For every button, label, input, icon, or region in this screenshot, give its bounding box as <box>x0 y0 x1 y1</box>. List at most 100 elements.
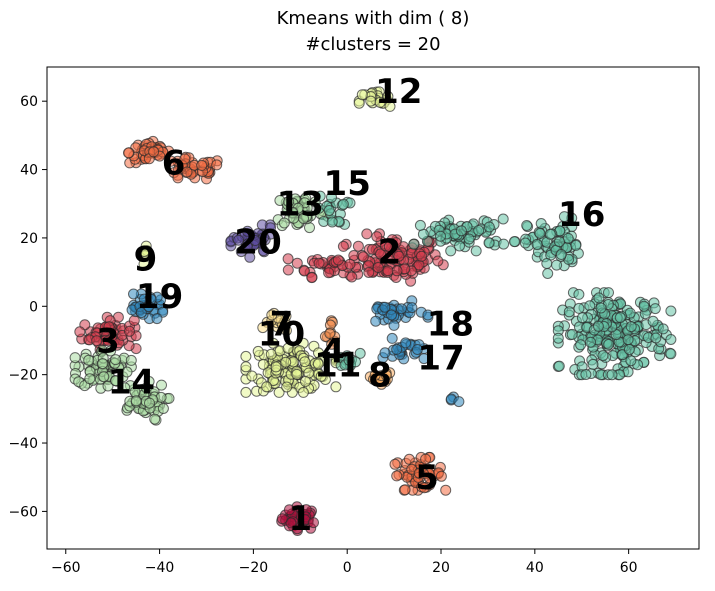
data-point-cluster-16 <box>544 228 556 240</box>
data-point-cluster-16 <box>454 240 465 252</box>
data-point-cluster-7 <box>266 309 278 321</box>
data-point-cluster-2 <box>382 265 394 277</box>
data-point-cluster-18 <box>386 309 397 321</box>
data-point-cluster-13 <box>288 212 300 224</box>
data-point-cluster-16 <box>603 338 615 350</box>
data-point-cluster-2 <box>323 267 335 279</box>
data-point-cluster-16 <box>657 323 669 335</box>
data-point-cluster-2 <box>291 257 303 269</box>
data-point-cluster-16 <box>498 238 510 250</box>
data-point-cluster-3 <box>74 326 86 338</box>
data-point-cluster-13 <box>283 196 295 208</box>
cluster-label-12: 12 <box>375 72 422 112</box>
data-point-cluster-16 <box>531 238 543 250</box>
x-tick-label: 0 <box>343 560 352 576</box>
data-point-cluster-16 <box>483 221 495 233</box>
data-point-cluster-12 <box>356 89 368 101</box>
data-point-cluster-16 <box>614 312 626 323</box>
data-point-cluster-10 <box>240 350 252 362</box>
data-point-cluster-2 <box>306 272 318 284</box>
data-point-cluster-14 <box>105 345 117 357</box>
data-point-cluster-10 <box>299 356 311 368</box>
cluster-label-10: 10 <box>258 315 305 355</box>
data-point-cluster-15 <box>337 198 349 210</box>
data-point-cluster-17 <box>400 337 412 349</box>
data-point-cluster-1 <box>308 517 319 529</box>
data-point-cluster-5 <box>440 484 452 496</box>
cluster-label-7: 7 <box>270 304 294 344</box>
data-point-cluster-16 <box>606 369 618 381</box>
cluster-label-6: 6 <box>162 144 186 184</box>
data-point-cluster-5 <box>413 467 425 479</box>
data-point-cluster-20 <box>249 235 261 246</box>
data-point-cluster-11 <box>343 354 355 366</box>
data-point-cluster-16 <box>665 348 677 360</box>
data-point-cluster-5 <box>424 472 436 484</box>
data-point-cluster-19 <box>135 307 147 319</box>
data-point-cluster-5 <box>435 470 447 482</box>
points-layer <box>69 86 677 536</box>
cluster-label-11: 11 <box>314 345 361 385</box>
data-point-cluster-2 <box>375 248 386 260</box>
data-point-cluster-16 <box>554 236 565 248</box>
data-point-cluster-10 <box>297 386 309 398</box>
y-tick-label: 60 <box>20 94 38 110</box>
data-point-cluster-14 <box>156 379 167 391</box>
data-point-cluster-2 <box>282 253 294 265</box>
data-point-cluster-16 <box>573 288 585 300</box>
data-point-cluster-2 <box>313 257 325 269</box>
data-point-cluster-16 <box>519 237 531 249</box>
data-point-cluster-16 <box>580 369 592 380</box>
plot-frame <box>46 66 700 550</box>
data-point-cluster-2 <box>432 255 444 267</box>
data-point-cluster-5 <box>399 484 411 496</box>
data-point-cluster-17 <box>379 347 391 359</box>
y-tick-label: −20 <box>8 368 38 384</box>
data-point-cluster-14 <box>97 358 109 370</box>
data-point-cluster-2 <box>363 267 375 278</box>
data-point-cluster-6 <box>179 153 191 165</box>
cluster-label-8: 8 <box>368 356 392 396</box>
x-tick-label: 40 <box>526 560 544 576</box>
data-point-cluster-18 <box>370 315 382 327</box>
cluster-label-2: 2 <box>378 233 402 273</box>
data-point-cluster-6 <box>211 159 223 171</box>
cluster-label-4: 4 <box>321 332 345 372</box>
cluster-label-5: 5 <box>415 458 439 498</box>
data-point-cluster-13 <box>278 217 290 229</box>
data-point-cluster-14 <box>119 382 131 394</box>
data-point-cluster-10 <box>267 337 279 349</box>
data-point-cluster-10 <box>291 368 303 380</box>
data-point-cluster-16 <box>570 239 582 251</box>
data-point-cluster-16 <box>541 258 553 269</box>
data-point-cluster-16 <box>508 236 520 248</box>
data-point-cluster-6 <box>196 159 208 171</box>
data-point-cluster-20 <box>241 241 253 253</box>
data-point-cluster-2 <box>357 251 369 263</box>
data-point-cluster-7 <box>257 322 269 334</box>
data-point-cluster-16 <box>566 328 578 340</box>
data-point-cluster-20 <box>233 234 245 246</box>
data-point-cluster-16 <box>497 213 509 225</box>
data-point-cluster-14 <box>157 403 169 414</box>
data-point-cluster-18 <box>406 302 418 314</box>
data-point-cluster-2 <box>372 262 384 273</box>
data-point-cluster-14 <box>83 354 95 366</box>
data-point-cluster-16 <box>535 218 547 229</box>
data-point-cluster-10 <box>330 381 342 393</box>
data-point-cluster-16 <box>521 220 533 231</box>
y-tick-label: 40 <box>20 163 38 179</box>
data-point-cluster-16 <box>542 268 554 279</box>
data-point-cluster-16 <box>470 245 482 257</box>
data-point-cluster-12 <box>374 96 386 108</box>
data-point-cluster-16 <box>585 336 596 348</box>
data-point-cluster-2 <box>361 228 373 240</box>
chart-subtitle: #clusters = 20 <box>305 34 440 55</box>
data-point-cluster-2 <box>332 254 344 266</box>
data-point-cluster-8 <box>380 369 392 381</box>
x-tick-label: 20 <box>432 560 450 576</box>
data-point-cluster-16 <box>435 230 446 242</box>
x-tick-label: 60 <box>620 560 638 576</box>
x-tick-label: −40 <box>145 560 175 576</box>
data-point-cluster-9 <box>138 246 150 257</box>
